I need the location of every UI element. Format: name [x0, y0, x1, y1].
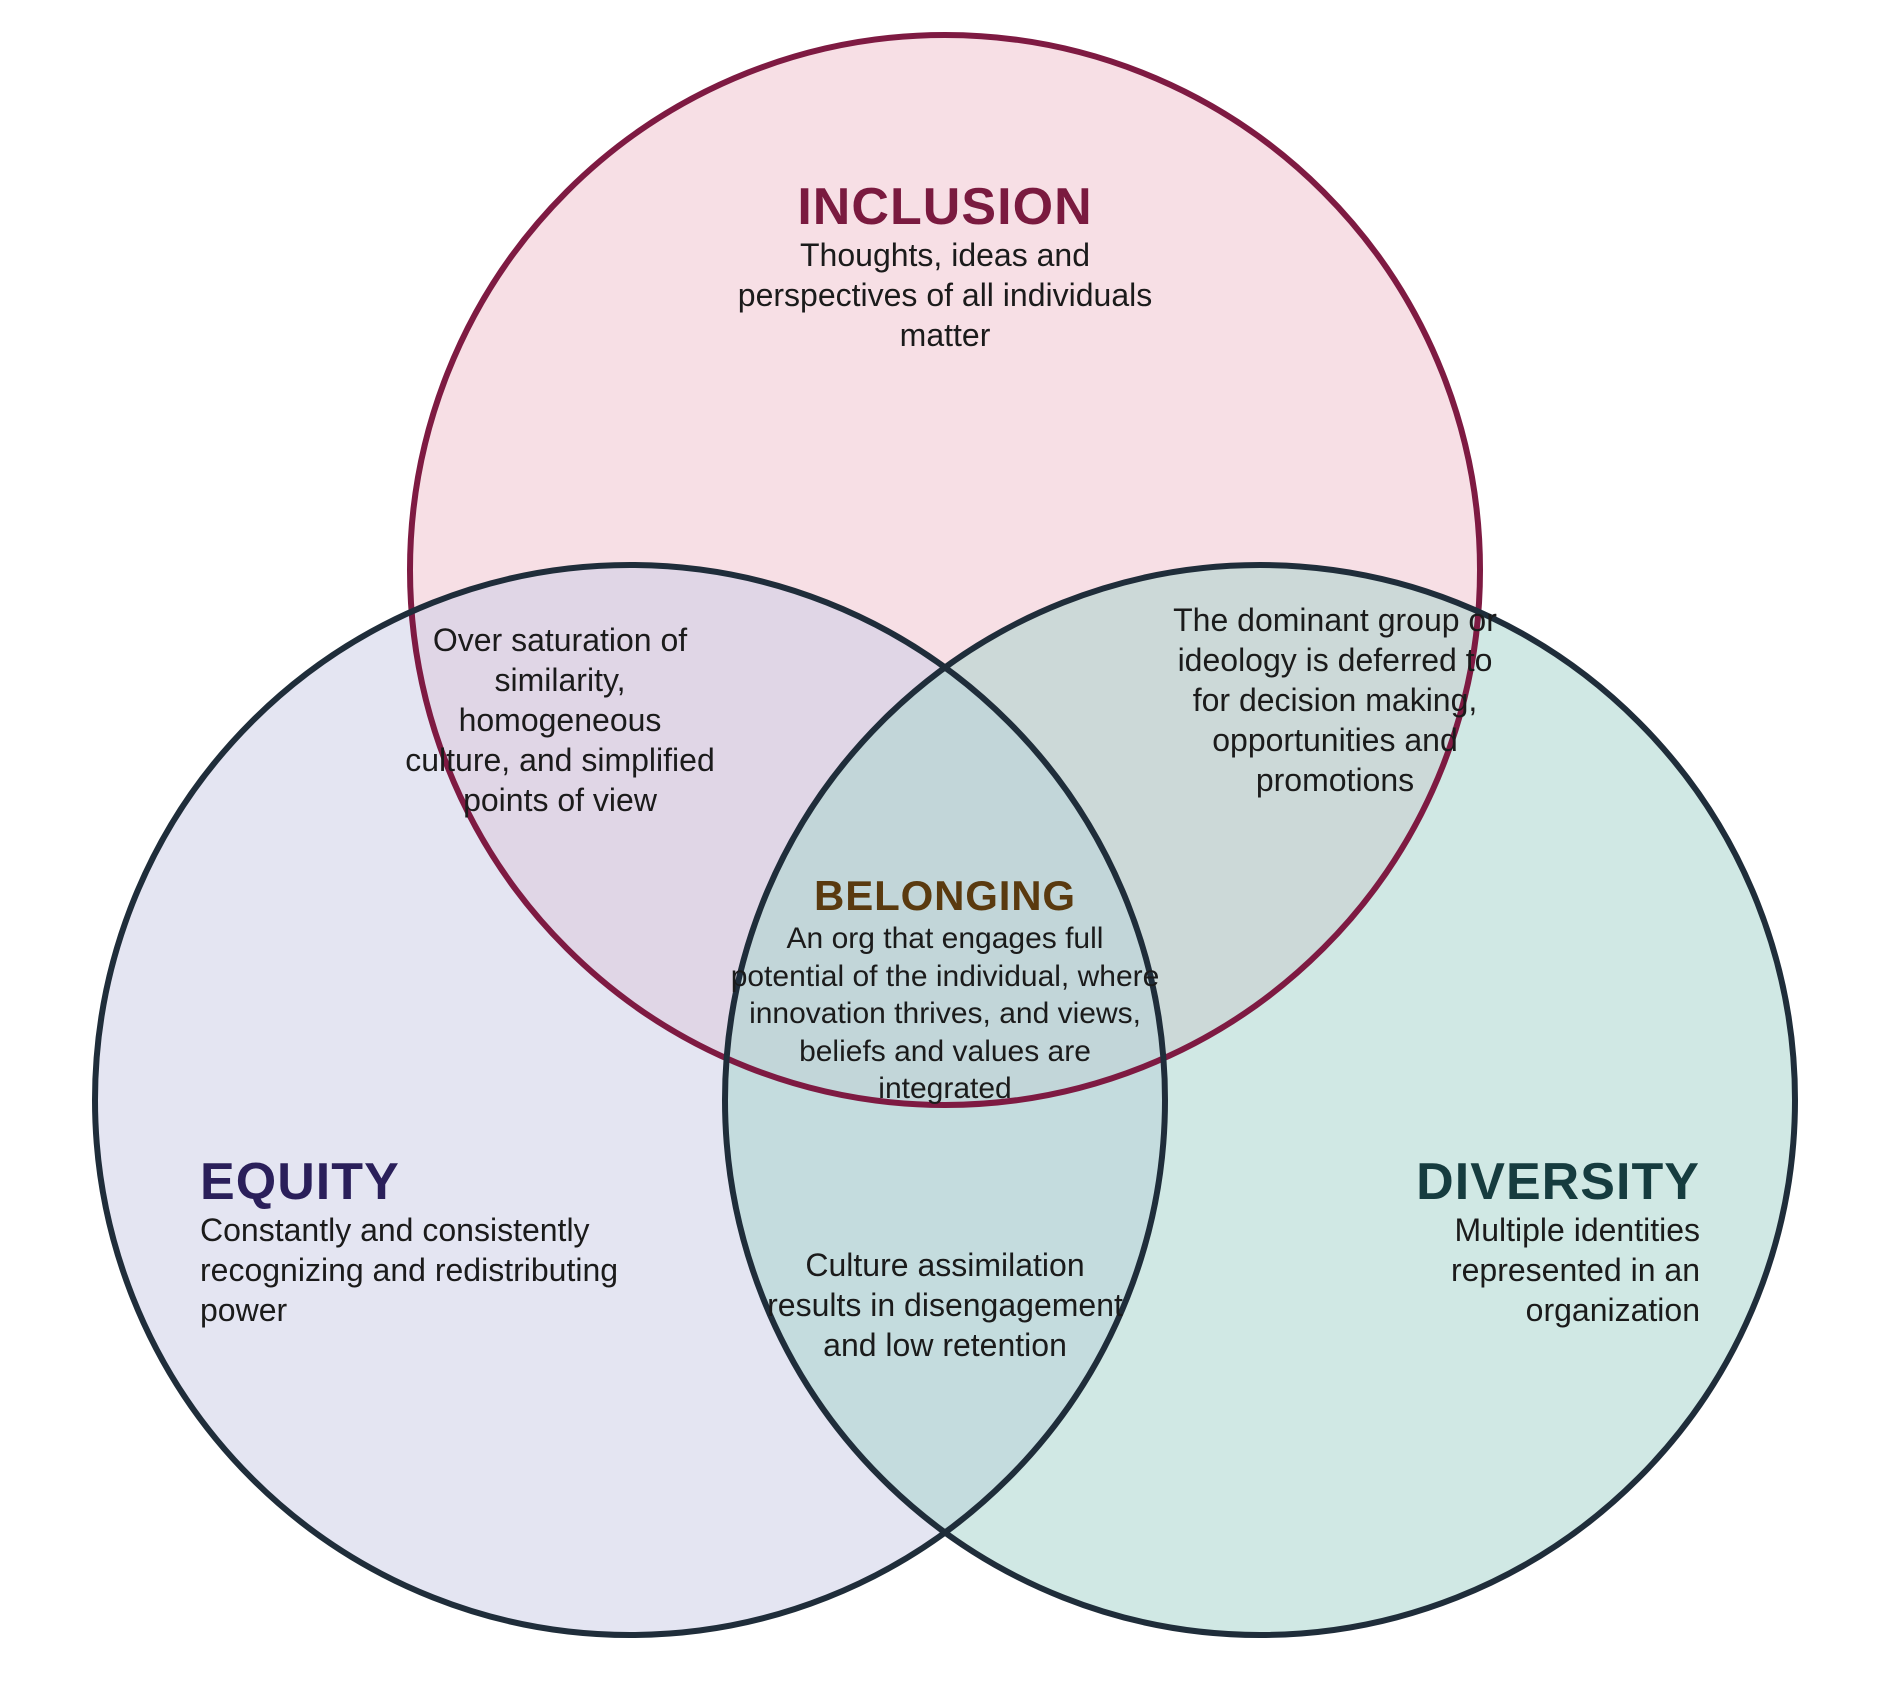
inclusion-body: Thoughts, ideas and perspectives of all …	[730, 235, 1160, 355]
equity-title: EQUITY	[200, 1150, 400, 1215]
equity-body: Constantly and consistently recognizing …	[200, 1210, 650, 1330]
inclusion-diversity-body: The dominant group or ideology is deferr…	[1165, 600, 1505, 800]
diversity-title: DIVERSITY	[1300, 1150, 1700, 1215]
equity-diversity-body: Culture assimilation results in disengag…	[765, 1245, 1125, 1365]
venn-diagram: INCLUSION Thoughts, ideas and perspectiv…	[0, 0, 1898, 1692]
diversity-body: Multiple identities represented in an or…	[1340, 1210, 1700, 1330]
belonging-title: BELONGING	[645, 870, 1245, 923]
belonging-body: An org that engages full potential of th…	[730, 920, 1160, 1108]
inclusion-title: INCLUSION	[645, 175, 1245, 240]
inclusion-equity-body: Over saturation of similarity, homogeneo…	[405, 620, 715, 820]
